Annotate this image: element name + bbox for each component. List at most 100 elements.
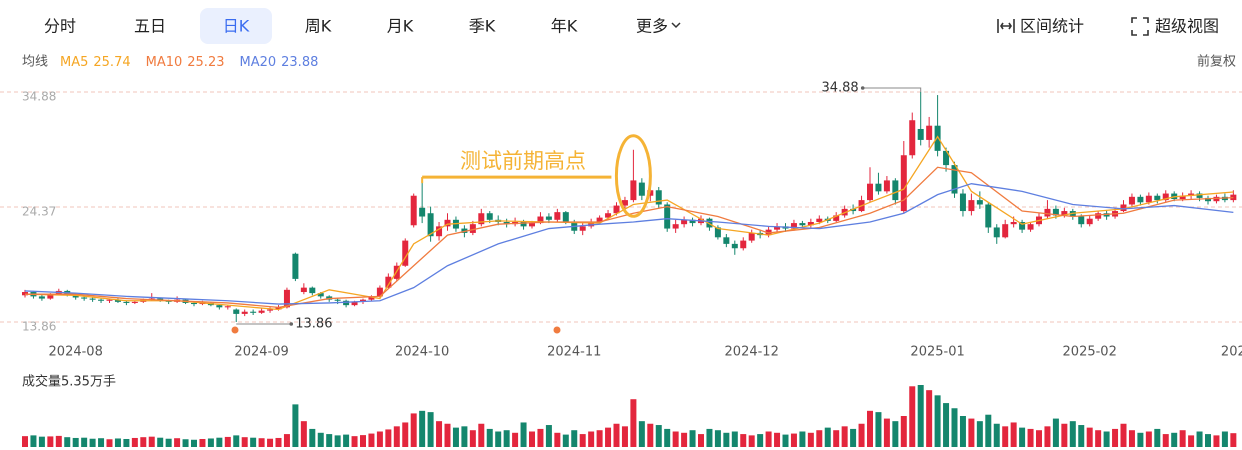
ma-label: 均线 — [22, 55, 48, 70]
candle-body — [1213, 196, 1220, 202]
volume-bar — [98, 438, 105, 447]
candle-body — [427, 213, 434, 237]
tab[interactable]: 更多 — [636, 17, 668, 36]
candle-body — [1137, 196, 1144, 203]
volume-bar — [1061, 423, 1068, 447]
volume-bar — [951, 408, 958, 447]
volume-bar — [376, 431, 383, 447]
candle-body — [748, 232, 755, 241]
candle-body — [444, 219, 451, 227]
volume-bar — [824, 427, 831, 447]
range-stat-tool[interactable]: 区间统计 — [997, 17, 1084, 36]
volume-bar — [64, 437, 71, 447]
candle-body — [672, 224, 679, 229]
volume-bar — [1095, 430, 1102, 447]
candle-body — [926, 125, 933, 140]
volume-bar — [664, 428, 671, 447]
volume-bar — [393, 426, 400, 447]
volume-bar — [1145, 431, 1152, 447]
volume-bar — [385, 429, 392, 447]
event-dot[interactable] — [553, 326, 561, 334]
volume-bar — [790, 433, 797, 447]
volume-bar — [148, 436, 155, 447]
candle-body — [376, 287, 383, 297]
volume-bar — [1052, 418, 1059, 447]
volume-bar — [579, 434, 586, 447]
tab[interactable]: 周K — [305, 17, 332, 36]
volume-bar — [469, 430, 476, 447]
candle-body — [630, 180, 637, 201]
tab[interactable]: 月K — [387, 17, 414, 36]
volume-bar — [816, 430, 823, 447]
volume-bar — [503, 430, 510, 447]
candle-body — [1002, 224, 1009, 238]
candle-body — [1230, 194, 1237, 201]
volume-bar — [757, 434, 764, 447]
candle-body — [1188, 193, 1195, 196]
tab[interactable]: 分时 — [44, 17, 76, 36]
volume-bar — [55, 435, 62, 447]
candle-body — [909, 120, 916, 156]
volume-bar — [241, 437, 248, 447]
x-tick-label: 2025-01 — [910, 345, 964, 360]
volume-bar — [114, 438, 121, 447]
volume-bar — [81, 437, 88, 447]
volume-bar — [317, 432, 324, 447]
volume-bar — [1196, 431, 1203, 447]
candle-body — [402, 240, 409, 266]
super-view-tool[interactable]: 超级视图 — [1131, 17, 1219, 36]
candle-body — [740, 240, 747, 249]
volume-bar — [1069, 421, 1076, 447]
volume-bar — [47, 436, 54, 447]
event-dot[interactable] — [231, 326, 239, 334]
candle-body — [807, 221, 814, 226]
candle-body — [38, 296, 45, 299]
volume-bar — [1179, 430, 1186, 447]
volume-bar — [714, 430, 721, 447]
x-tick-label: 2024-12 — [725, 345, 779, 360]
candle-body — [562, 212, 569, 222]
volume-bar — [1019, 427, 1026, 447]
candle-body — [638, 182, 645, 196]
volume-bar — [1154, 428, 1161, 447]
candle-body — [360, 299, 366, 302]
tab[interactable]: 年K — [551, 17, 578, 36]
candle-body — [1145, 195, 1152, 203]
candle-body — [554, 212, 561, 220]
candle-body — [131, 301, 138, 303]
high-pointer — [862, 87, 922, 92]
volume-bar — [993, 423, 1000, 447]
volume-bar — [326, 434, 333, 447]
tool-label[interactable]: 超级视图 — [1155, 17, 1219, 36]
candle-body — [368, 296, 375, 300]
volume-bar — [545, 425, 552, 447]
volume-bar — [258, 438, 265, 447]
candle-body — [892, 180, 899, 201]
candle-body — [351, 301, 358, 306]
candle-body — [545, 216, 552, 220]
volume-bar — [461, 426, 468, 447]
candle-body — [833, 215, 840, 221]
range-icon — [997, 19, 1015, 33]
candle-body — [731, 243, 738, 249]
volume-bar — [605, 427, 612, 447]
volume-bar — [38, 436, 45, 447]
legend-entry: MA5 25.74 — [60, 55, 131, 70]
volume-bar — [368, 433, 375, 447]
volume-bar — [765, 431, 772, 447]
tab[interactable]: 日K — [223, 17, 250, 36]
volume-bar — [309, 428, 316, 447]
tab[interactable]: 季K — [469, 17, 496, 36]
volume-bar — [1162, 434, 1169, 447]
volume-bar — [807, 432, 814, 447]
candle-body — [72, 295, 79, 298]
volume-bar — [72, 437, 79, 447]
candle-body — [334, 299, 341, 301]
tab[interactable]: 五日 — [134, 17, 166, 36]
volume-bar — [689, 430, 696, 447]
candle-body — [621, 200, 628, 206]
tool-label[interactable]: 区间统计 — [1020, 17, 1084, 36]
candle-body — [317, 293, 324, 297]
legend-value: 25.23 — [187, 55, 224, 70]
